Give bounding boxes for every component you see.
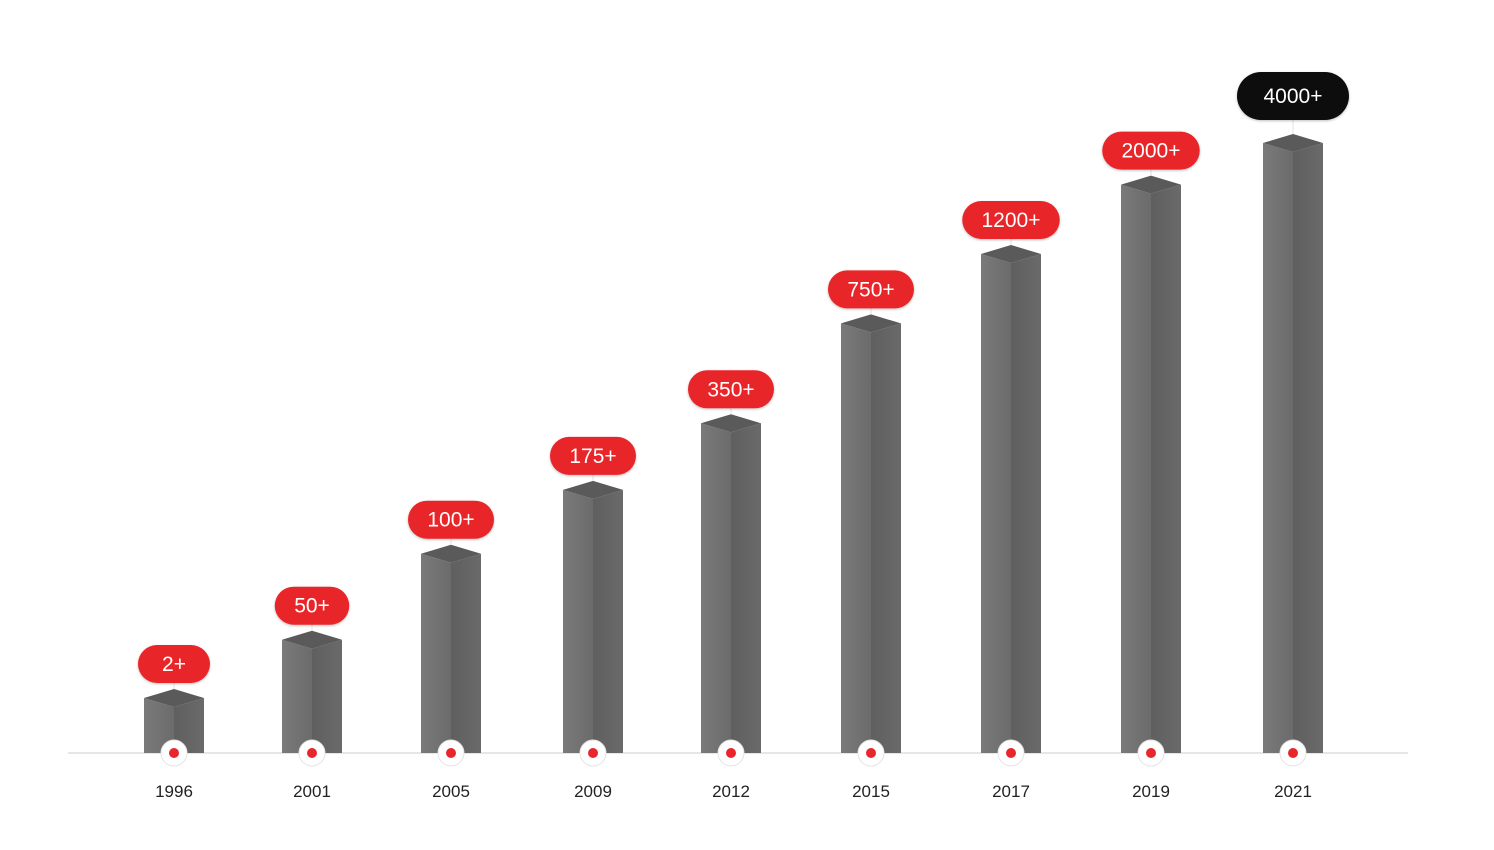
bar-top-face bbox=[841, 314, 901, 333]
timeline-marker-dot bbox=[866, 748, 876, 758]
bar-top-face bbox=[701, 414, 761, 433]
year-tick-label: 2009 bbox=[574, 782, 612, 801]
value-label-pill bbox=[550, 436, 636, 475]
bar-side-face bbox=[312, 639, 342, 753]
bar-top-face bbox=[1121, 175, 1181, 194]
bar-side-face bbox=[1011, 254, 1041, 753]
value-label: 175+ bbox=[569, 445, 616, 468]
year-tick-label: 2019 bbox=[1132, 782, 1170, 801]
timeline-marker-dot bbox=[588, 748, 598, 758]
bar-side-face bbox=[731, 423, 761, 753]
value-label-pill bbox=[1237, 72, 1349, 120]
value-label-pill bbox=[688, 370, 774, 409]
value-label: 750+ bbox=[847, 278, 894, 301]
bar-front-face bbox=[1121, 184, 1151, 753]
bar-front-face bbox=[421, 553, 451, 753]
bar-side-face bbox=[593, 489, 623, 753]
bar-group: 350+ 2012 bbox=[688, 370, 774, 801]
bar-group: 4000+ 2021 bbox=[1237, 72, 1349, 801]
value-label: 4000+ bbox=[1264, 85, 1323, 108]
bar-front-face bbox=[841, 323, 871, 753]
bar-group: 50+ 2001 bbox=[274, 586, 350, 801]
timeline-marker-dot bbox=[446, 748, 456, 758]
bar-side-face bbox=[871, 323, 901, 753]
value-label-pill bbox=[828, 270, 914, 309]
value-label-pill bbox=[138, 645, 210, 683]
bar-front-face bbox=[144, 698, 174, 753]
bar-group: 1200+ 2017 bbox=[962, 201, 1060, 801]
timeline-marker-dot bbox=[307, 748, 317, 758]
value-label: 2000+ bbox=[1122, 140, 1181, 163]
timeline-marker-dot bbox=[169, 748, 179, 758]
bar-group: 100+ 2005 bbox=[408, 500, 494, 801]
value-label-pill bbox=[1102, 131, 1200, 170]
bar-top-face bbox=[981, 245, 1041, 263]
bar-side-face bbox=[174, 698, 204, 753]
value-label: 350+ bbox=[707, 378, 754, 401]
bar-group: 2000+ 2019 bbox=[1102, 131, 1200, 801]
bar-group: 750+ 2015 bbox=[828, 270, 914, 801]
bar-front-face bbox=[563, 489, 593, 753]
bar-front-face bbox=[981, 254, 1011, 753]
year-tick-label: 2015 bbox=[852, 782, 890, 801]
bar-side-face bbox=[1293, 143, 1323, 753]
value-label: 100+ bbox=[427, 509, 474, 532]
bar-top-face bbox=[421, 544, 481, 563]
bar-top-face bbox=[144, 689, 204, 707]
value-label: 2+ bbox=[162, 653, 186, 676]
year-tick-label: 2005 bbox=[432, 782, 470, 801]
year-tick-label: 2001 bbox=[293, 782, 331, 801]
value-label: 1200+ bbox=[982, 209, 1041, 232]
timeline-marker-dot bbox=[1006, 748, 1016, 758]
timeline-marker-dot bbox=[1146, 748, 1156, 758]
bars-layer: 2+ 1996 50+ 2001 100+ 2005 175+ 2009 350+ 2012 750… bbox=[138, 72, 1349, 801]
bar-front-face bbox=[1263, 143, 1293, 753]
bar-front-face bbox=[282, 639, 312, 753]
timeline-marker-dot bbox=[1288, 748, 1298, 758]
bar-top-face bbox=[563, 480, 623, 499]
year-tick-label: 1996 bbox=[155, 782, 193, 801]
bar-top-face bbox=[1263, 134, 1323, 152]
bar-side-face bbox=[451, 553, 481, 753]
bar-group: 2+ 1996 bbox=[138, 645, 210, 801]
bar-side-face bbox=[1151, 184, 1181, 753]
value-label-pill bbox=[962, 201, 1060, 239]
value-label-pill bbox=[408, 500, 494, 539]
bar-group: 175+ 2009 bbox=[550, 436, 636, 801]
bar-top-face bbox=[282, 630, 342, 649]
year-tick-label: 2021 bbox=[1274, 782, 1312, 801]
value-label-pill bbox=[274, 586, 350, 625]
bar-front-face bbox=[701, 423, 731, 753]
value-label: 50+ bbox=[294, 595, 330, 618]
timeline-marker-dot bbox=[726, 748, 736, 758]
year-tick-label: 2017 bbox=[992, 782, 1030, 801]
year-tick-label: 2012 bbox=[712, 782, 750, 801]
